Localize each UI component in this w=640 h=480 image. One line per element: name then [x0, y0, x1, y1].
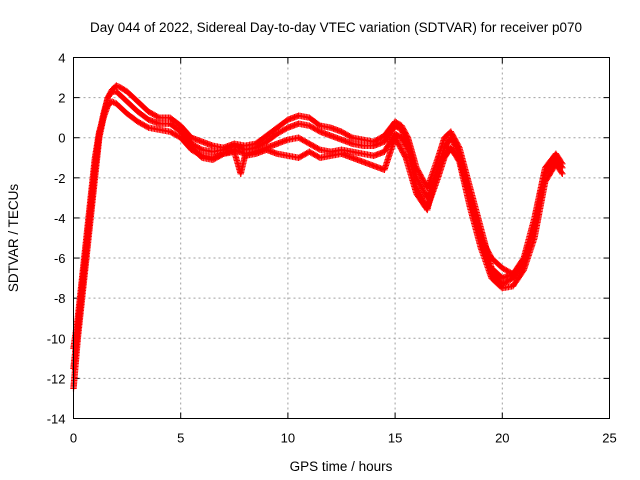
y-tick-label: -4 — [54, 211, 66, 226]
data-point — [519, 263, 526, 271]
data-point — [114, 83, 122, 90]
y-tick-label: -2 — [54, 171, 66, 186]
data-point — [110, 99, 117, 106]
data-point — [404, 145, 411, 152]
data-point — [347, 133, 355, 141]
data-point — [398, 126, 405, 133]
data-point — [108, 98, 116, 105]
data-points — [70, 82, 566, 392]
chart-title: Day 044 of 2022, Sidereal Day-to-day VTE… — [90, 20, 582, 35]
data-point — [197, 145, 204, 153]
data-point — [399, 129, 407, 136]
x-tick-label: 10 — [281, 431, 295, 446]
x-tick-label: 20 — [495, 431, 509, 446]
data-point — [398, 127, 406, 135]
x-tick-label: 5 — [177, 431, 184, 446]
y-tick-label: 0 — [58, 131, 65, 146]
x-axis-label: GPS time / hours — [290, 459, 393, 474]
series-4 — [188, 134, 527, 278]
data-point — [219, 151, 226, 158]
series-3 — [70, 98, 566, 352]
data-point — [559, 170, 566, 178]
y-tick-label: -6 — [54, 251, 66, 266]
data-point — [144, 123, 151, 131]
data-point — [154, 113, 162, 121]
plot-frame — [73, 57, 610, 419]
y-axis-label: SDTVAR / TECUs — [6, 184, 21, 293]
series-2 — [70, 88, 566, 372]
data-point — [315, 145, 322, 153]
data-point — [558, 169, 565, 176]
data-point — [520, 262, 527, 270]
y-tick-label: -8 — [54, 291, 66, 306]
y-tick-label: -12 — [47, 371, 66, 386]
x-tick-label: 15 — [388, 431, 402, 446]
grid-lines — [73, 57, 610, 419]
y-tick-label: 2 — [58, 91, 65, 106]
y-tick-label: -14 — [47, 412, 66, 427]
x-tick-label: 25 — [602, 431, 616, 446]
y-tick-label: 4 — [58, 51, 65, 66]
x-tick-label: 0 — [70, 431, 77, 446]
y-tick-label: -10 — [47, 331, 66, 346]
data-point — [113, 82, 120, 89]
data-point — [400, 130, 407, 138]
data-point — [401, 153, 409, 160]
